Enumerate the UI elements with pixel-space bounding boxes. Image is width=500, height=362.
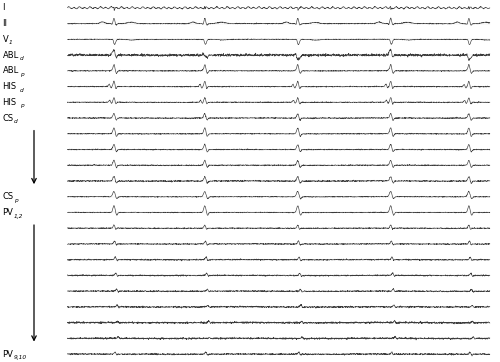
Text: V: V — [2, 35, 8, 44]
Text: HIS: HIS — [2, 82, 16, 91]
Text: CS: CS — [2, 114, 14, 123]
Text: PV: PV — [2, 350, 14, 359]
Text: 9,10: 9,10 — [14, 355, 27, 360]
Text: PV: PV — [2, 208, 14, 217]
Text: d: d — [20, 56, 24, 61]
Text: p: p — [14, 198, 18, 203]
Text: II: II — [2, 19, 7, 28]
Text: p: p — [20, 104, 24, 109]
Text: HIS: HIS — [2, 98, 16, 107]
Text: 1: 1 — [8, 41, 12, 46]
Text: d: d — [20, 88, 24, 93]
Text: ABL: ABL — [2, 66, 19, 75]
Text: I: I — [2, 3, 5, 12]
Text: d: d — [14, 119, 18, 124]
Text: CS: CS — [2, 192, 14, 201]
Text: 1,2: 1,2 — [14, 214, 24, 219]
Text: ABL: ABL — [2, 51, 19, 60]
Text: p: p — [20, 72, 24, 77]
